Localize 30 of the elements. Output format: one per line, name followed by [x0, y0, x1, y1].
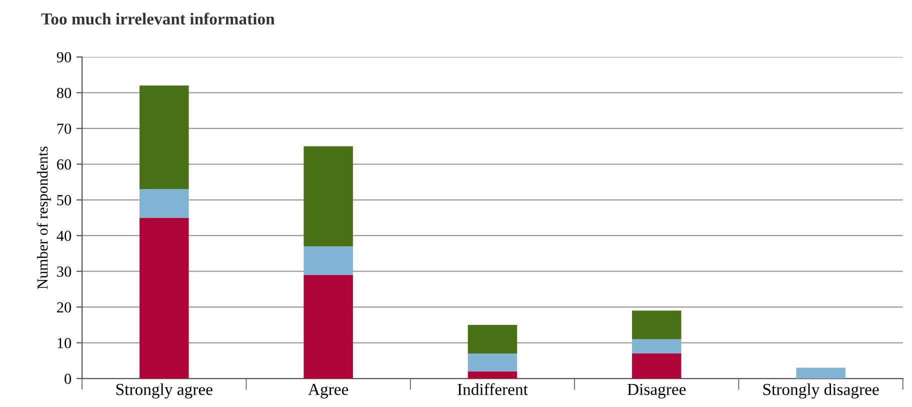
- x-tick-label: Strongly disagree: [763, 383, 879, 399]
- bar: [304, 274, 353, 379]
- bar: [796, 368, 846, 379]
- x-tick-label: Agree: [308, 384, 348, 398]
- bar: [140, 218, 189, 379]
- y-axis-title: Number of respondents: [36, 146, 51, 290]
- y-tick-label: 30: [57, 266, 72, 277]
- bar: [468, 324, 518, 354]
- y-tick-label: 50: [57, 195, 72, 206]
- bar: [632, 339, 682, 354]
- y-tick-label: 70: [57, 124, 72, 134]
- bar: [140, 189, 189, 218]
- x-tick-label: Strongly agree: [116, 383, 212, 399]
- bar: [632, 354, 682, 379]
- bar: [468, 354, 518, 372]
- y-tick-label: 60: [57, 159, 72, 170]
- bar: [304, 246, 353, 275]
- y-tick-label: 10: [58, 338, 72, 348]
- bar: [468, 371, 518, 379]
- bar: [304, 146, 353, 246]
- y-tick-label: 40: [56, 230, 72, 242]
- x-tick-label: Disagree: [628, 384, 686, 398]
- y-tick-label: 80: [56, 88, 72, 98]
- bar: [632, 310, 682, 340]
- y-tick-label: 90: [56, 52, 72, 62]
- chart-title: Too much irrelevant information: [41, 12, 275, 25]
- x-tick-label: Indifferent: [458, 383, 528, 396]
- bar: [140, 86, 189, 190]
- y-tick-label: 20: [57, 302, 72, 313]
- y-tick-label: 0: [64, 374, 72, 384]
